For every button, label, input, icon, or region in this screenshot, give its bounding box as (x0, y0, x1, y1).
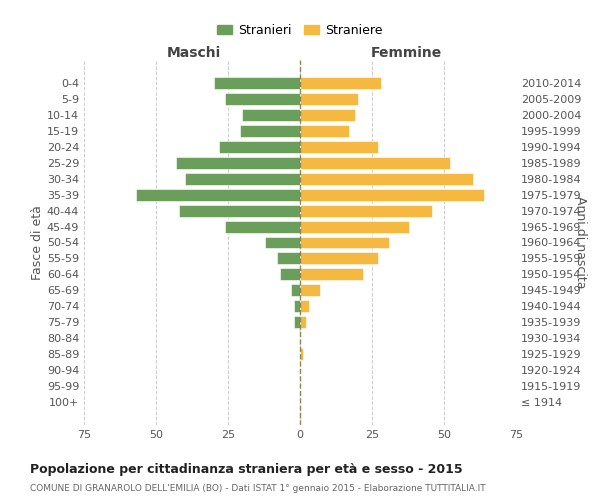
Bar (225, 220, 300, 232)
Bar (280, 268, 300, 280)
Bar (292, 284, 300, 296)
Bar (300, 284, 320, 296)
Bar (300, 268, 364, 280)
Bar (294, 316, 300, 328)
Legend: Stranieri, Straniere: Stranieri, Straniere (212, 19, 388, 42)
Bar (300, 172, 473, 184)
Bar (179, 204, 300, 216)
Bar (300, 124, 349, 136)
Bar (300, 316, 306, 328)
Bar (300, 108, 355, 120)
Bar (185, 172, 300, 184)
Bar (300, 348, 303, 360)
Bar (300, 156, 450, 168)
Bar (277, 252, 300, 264)
Bar (136, 188, 300, 200)
Bar (220, 140, 300, 152)
Bar (300, 76, 380, 88)
Bar (214, 76, 300, 88)
Bar (239, 124, 300, 136)
Bar (225, 92, 300, 104)
Y-axis label: Anni di nascita: Anni di nascita (574, 196, 587, 289)
Bar (300, 220, 409, 232)
Bar (300, 92, 358, 104)
Bar (176, 156, 300, 168)
Y-axis label: Fasce di età: Fasce di età (31, 205, 44, 280)
Bar (242, 108, 300, 120)
Text: Femmine: Femmine (371, 46, 442, 60)
Bar (300, 252, 378, 264)
Text: COMUNE DI GRANAROLO DELL'EMILIA (BO) - Dati ISTAT 1° gennaio 2015 - Elaborazione: COMUNE DI GRANAROLO DELL'EMILIA (BO) - D… (30, 484, 485, 493)
Text: Maschi: Maschi (166, 46, 221, 60)
Bar (294, 300, 300, 312)
Bar (300, 236, 389, 248)
Bar (300, 188, 484, 200)
Bar (300, 300, 308, 312)
Bar (300, 204, 433, 216)
Text: Popolazione per cittadinanza straniera per età e sesso - 2015: Popolazione per cittadinanza straniera p… (30, 462, 463, 475)
Bar (300, 140, 378, 152)
Bar (265, 236, 300, 248)
